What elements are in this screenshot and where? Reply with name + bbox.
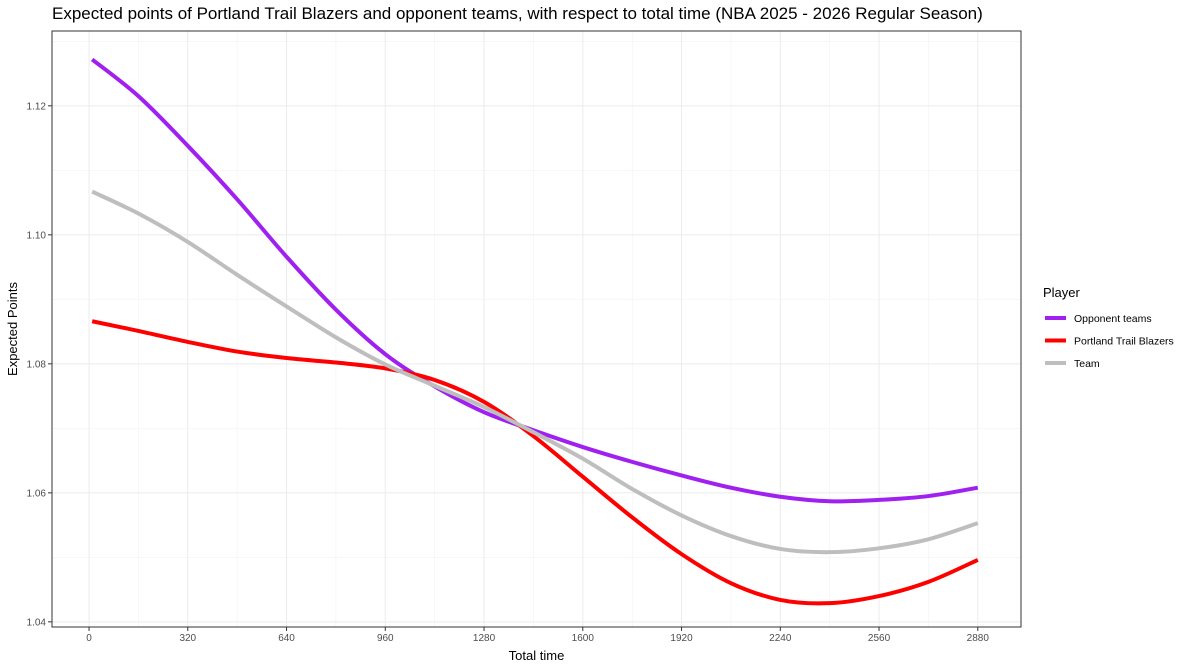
x-tick-label: 2560	[868, 633, 891, 644]
series-line-team	[91, 189, 979, 555]
plot-area: 0 320 640 960 1280 1600 1920 2240 2560 2880 1.04 1.…	[27, 30, 1022, 644]
y-tick-label: 1.08	[27, 359, 47, 370]
legend-label-portland-trail-blazers: Portland Trail Blazers	[1074, 335, 1174, 347]
legend-title: Player	[1043, 285, 1081, 300]
x-axis-title: Total time	[509, 648, 565, 663]
x-tick-label: 0	[86, 633, 92, 644]
y-tick-label: 1.10	[27, 230, 47, 241]
panel-background	[52, 31, 1021, 627]
y-tick-label: 1.12	[27, 101, 47, 112]
x-tick-label: 960	[377, 633, 394, 644]
x-tick-label: 1920	[670, 633, 693, 644]
y-tick-label: 1.06	[27, 488, 47, 499]
y-tick-label: 1.04	[27, 617, 47, 628]
legend: Player Opponent teams Portland Trail Blaz…	[1043, 285, 1174, 370]
chart-title: Expected points of Portland Trail Blazer…	[52, 4, 983, 23]
x-tick-label: 640	[278, 633, 295, 644]
x-tick-label: 1280	[473, 633, 496, 644]
x-tick-label: 2240	[769, 633, 792, 644]
series-line-portland-trail-blazers	[91, 319, 979, 606]
y-axis-title: Expected Points	[5, 282, 20, 376]
legend-label-opponent-teams: Opponent teams	[1074, 313, 1152, 325]
panel-border	[51, 30, 1022, 628]
x-tick-label: 1600	[572, 633, 595, 644]
x-tick-label: 320	[179, 633, 196, 644]
legend-label-team: Team	[1074, 358, 1100, 370]
x-tick-label: 2880	[967, 633, 990, 644]
